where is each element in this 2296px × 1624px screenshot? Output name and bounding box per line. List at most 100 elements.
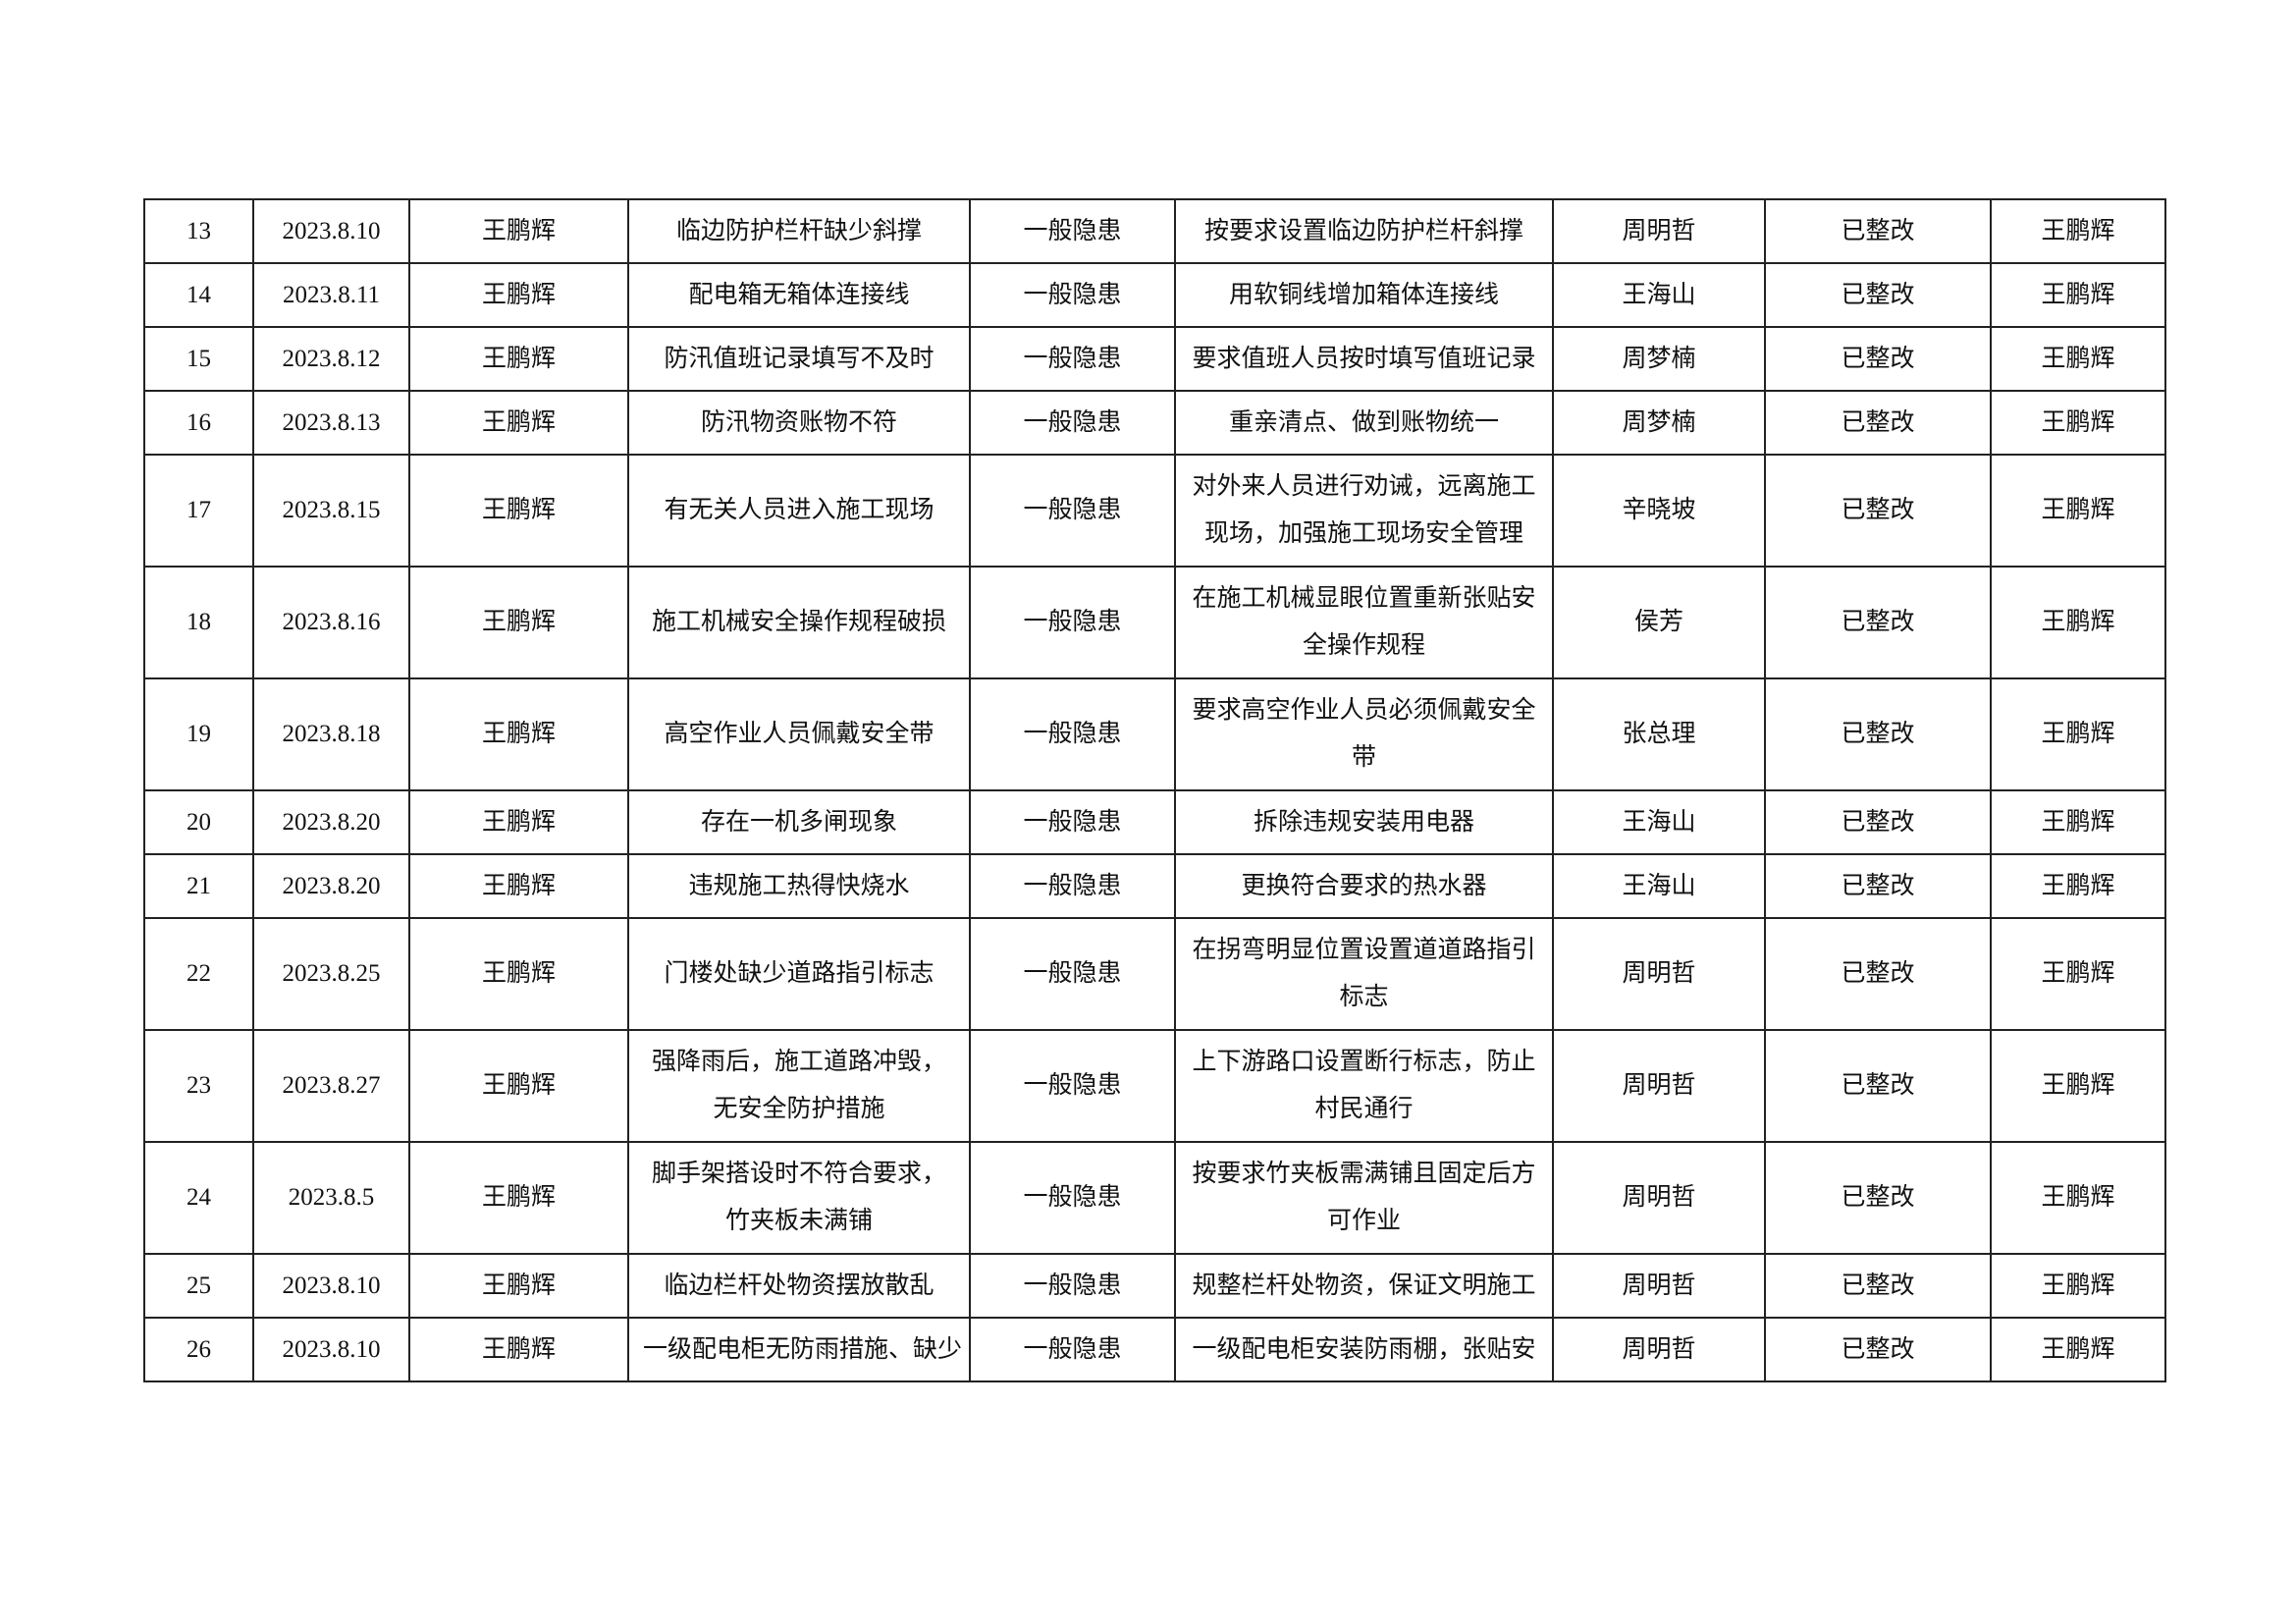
responsible-person-cell: 周明哲 (1552, 1029, 1766, 1143)
hazard-description-cell: 一级配电柜无防雨措施、缺少 (627, 1317, 971, 1382)
hazard-rectification-table: 13 2023.8.10 王鹏辉 临边防护栏杆缺少斜撑 一般隐患 按要求设置临边防护栏杆斜… (143, 198, 2166, 1382)
rectification-measure-cell: 用软铜线增加箱体连接线 (1174, 262, 1554, 328)
hazard-level-cell: 一般隐患 (969, 454, 1176, 568)
hazard-description-cell: 违规施工热得快烧水 (627, 853, 971, 919)
rectification-status-cell: 已整改 (1764, 1141, 1992, 1255)
reviewer-cell: 王鹏辉 (1990, 326, 2166, 392)
responsible-person-cell: 周明哲 (1552, 198, 1766, 264)
table-row: 20 2023.8.20 王鹏辉 存在一机多闸现象 一般隐患 拆除违规安装用电器 王海山 已整… (143, 789, 2166, 855)
rectification-measure-cell: 一级配电柜安装防雨棚，张贴安 (1174, 1317, 1554, 1382)
inspector-cell: 王鹏辉 (408, 566, 629, 679)
hazard-description-cell: 防汛物资账物不符 (627, 390, 971, 456)
inspection-date-cell: 2023.8.16 (252, 566, 410, 679)
inspection-date-cell: 2023.8.25 (252, 917, 410, 1031)
reviewer-cell: 王鹏辉 (1990, 789, 2166, 855)
hazard-level-cell: 一般隐患 (969, 677, 1176, 791)
inspection-date-cell: 2023.8.5 (252, 1141, 410, 1255)
hazard-description-cell: 配电箱无箱体连接线 (627, 262, 971, 328)
table-row: 21 2023.8.20 王鹏辉 违规施工热得快烧水 一般隐患 更换符合要求的热水器 王海山… (143, 853, 2166, 919)
rectification-measure-cell: 重亲清点、做到账物统一 (1174, 390, 1554, 456)
hazard-level-cell: 一般隐患 (969, 198, 1176, 264)
inspection-date-cell: 2023.8.20 (252, 853, 410, 919)
responsible-person-cell: 王海山 (1552, 853, 1766, 919)
responsible-person-cell: 侯芳 (1552, 566, 1766, 679)
rectification-status-cell: 已整改 (1764, 1253, 1992, 1319)
hazard-level-cell: 一般隐患 (969, 1029, 1176, 1143)
rectification-status-cell: 已整改 (1764, 390, 1992, 456)
reviewer-cell: 王鹏辉 (1990, 1029, 2166, 1143)
table-row: 25 2023.8.10 王鹏辉 临边栏杆处物资摆放散乱 一般隐患 规整栏杆处物资，保证文… (143, 1253, 2166, 1319)
responsible-person-cell: 周梦楠 (1552, 390, 1766, 456)
inspector-cell: 王鹏辉 (408, 326, 629, 392)
responsible-person-cell: 张总理 (1552, 677, 1766, 791)
rectification-measure-cell: 上下游路口设置断行标志，防止村民通行 (1174, 1029, 1554, 1143)
hazard-description-cell: 有无关人员进入施工现场 (627, 454, 971, 568)
rectification-measure-cell: 规整栏杆处物资，保证文明施工 (1174, 1253, 1554, 1319)
responsible-person-cell: 王海山 (1552, 262, 1766, 328)
rectification-measure-cell: 要求高空作业人员必须佩戴安全带 (1174, 677, 1554, 791)
responsible-person-cell: 周明哲 (1552, 917, 1766, 1031)
table-row: 17 2023.8.15 王鹏辉 有无关人员进入施工现场 一般隐患 对外来人员进行劝诫，远… (143, 454, 2166, 568)
row-number-cell: 23 (143, 1029, 254, 1143)
rectification-status-cell: 已整改 (1764, 1317, 1992, 1382)
reviewer-cell: 王鹏辉 (1990, 917, 2166, 1031)
inspector-cell: 王鹏辉 (408, 789, 629, 855)
inspector-cell: 王鹏辉 (408, 454, 629, 568)
hazard-level-cell: 一般隐患 (969, 853, 1176, 919)
rectification-measure-cell: 按要求竹夹板需满铺且固定后方可作业 (1174, 1141, 1554, 1255)
reviewer-cell: 王鹏辉 (1990, 1141, 2166, 1255)
inspection-date-cell: 2023.8.27 (252, 1029, 410, 1143)
inspection-date-cell: 2023.8.13 (252, 390, 410, 456)
rectification-status-cell: 已整改 (1764, 326, 1992, 392)
rectification-status-cell: 已整改 (1764, 262, 1992, 328)
rectification-status-cell: 已整改 (1764, 853, 1992, 919)
row-number-cell: 19 (143, 677, 254, 791)
rectification-status-cell: 已整改 (1764, 789, 1992, 855)
hazard-description-cell: 脚手架搭设时不符合要求，竹夹板未满铺 (627, 1141, 971, 1255)
row-number-cell: 22 (143, 917, 254, 1031)
inspector-cell: 王鹏辉 (408, 677, 629, 791)
hazard-level-cell: 一般隐患 (969, 566, 1176, 679)
hazard-level-cell: 一般隐患 (969, 1253, 1176, 1319)
row-number-cell: 15 (143, 326, 254, 392)
inspection-date-cell: 2023.8.10 (252, 1317, 410, 1382)
hazard-description-cell: 施工机械安全操作规程破损 (627, 566, 971, 679)
inspector-cell: 王鹏辉 (408, 262, 629, 328)
rectification-status-cell: 已整改 (1764, 677, 1992, 791)
responsible-person-cell: 周明哲 (1552, 1253, 1766, 1319)
row-number-cell: 25 (143, 1253, 254, 1319)
table-row: 16 2023.8.13 王鹏辉 防汛物资账物不符 一般隐患 重亲清点、做到账物统一 周梦楠… (143, 390, 2166, 456)
reviewer-cell: 王鹏辉 (1990, 390, 2166, 456)
hazard-description-cell: 临边栏杆处物资摆放散乱 (627, 1253, 971, 1319)
rectification-measure-cell: 要求值班人员按时填写值班记录 (1174, 326, 1554, 392)
reviewer-cell: 王鹏辉 (1990, 566, 2166, 679)
inspector-cell: 王鹏辉 (408, 390, 629, 456)
hazard-description-cell: 存在一机多闸现象 (627, 789, 971, 855)
table-row: 18 2023.8.16 王鹏辉 施工机械安全操作规程破损 一般隐患 在施工机械显眼位置重… (143, 566, 2166, 679)
inspection-date-cell: 2023.8.20 (252, 789, 410, 855)
responsible-person-cell: 周梦楠 (1552, 326, 1766, 392)
hazard-description-cell: 高空作业人员佩戴安全带 (627, 677, 971, 791)
row-number-cell: 26 (143, 1317, 254, 1382)
row-number-cell: 24 (143, 1141, 254, 1255)
inspection-date-cell: 2023.8.15 (252, 454, 410, 568)
inspector-cell: 王鹏辉 (408, 853, 629, 919)
table-row: 22 2023.8.25 王鹏辉 门楼处缺少道路指引标志 一般隐患 在拐弯明显位置设置道道… (143, 917, 2166, 1031)
row-number-cell: 20 (143, 789, 254, 855)
rectification-measure-cell: 对外来人员进行劝诫，远离施工现场，加强施工现场安全管理 (1174, 454, 1554, 568)
hazard-level-cell: 一般隐患 (969, 390, 1176, 456)
row-number-cell: 16 (143, 390, 254, 456)
rectification-status-cell: 已整改 (1764, 198, 1992, 264)
row-number-cell: 17 (143, 454, 254, 568)
inspection-date-cell: 2023.8.10 (252, 198, 410, 264)
reviewer-cell: 王鹏辉 (1990, 1317, 2166, 1382)
inspector-cell: 王鹏辉 (408, 1317, 629, 1382)
responsible-person-cell: 周明哲 (1552, 1141, 1766, 1255)
table-row: 26 2023.8.10 王鹏辉 一级配电柜无防雨措施、缺少 一般隐患 一级配电柜安装防雨… (143, 1317, 2166, 1382)
reviewer-cell: 王鹏辉 (1990, 198, 2166, 264)
rectification-measure-cell: 按要求设置临边防护栏杆斜撑 (1174, 198, 1554, 264)
rectification-measure-cell: 在施工机械显眼位置重新张贴安全操作规程 (1174, 566, 1554, 679)
table-row: 23 2023.8.27 王鹏辉 强降雨后，施工道路冲毁，无安全防护措施 一般隐患 上下游… (143, 1029, 2166, 1143)
reviewer-cell: 王鹏辉 (1990, 677, 2166, 791)
rectification-status-cell: 已整改 (1764, 454, 1992, 568)
